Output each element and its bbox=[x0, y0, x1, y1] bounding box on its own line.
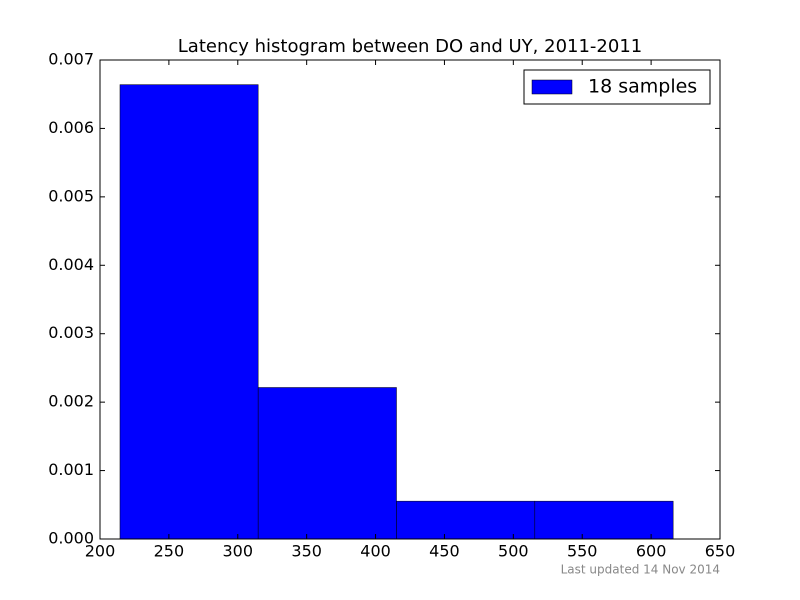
y-tick-label: 0.006 bbox=[48, 118, 94, 137]
x-tick-label: 250 bbox=[154, 542, 185, 561]
y-tick-label: 0.005 bbox=[48, 186, 94, 205]
x-tick-label: 450 bbox=[429, 542, 460, 561]
x-tick-label: 200 bbox=[85, 542, 116, 561]
bar bbox=[119, 84, 259, 540]
bar bbox=[396, 500, 536, 540]
legend-swatch bbox=[531, 79, 573, 95]
x-tick-label: 400 bbox=[360, 542, 391, 561]
y-tick-label: 0.004 bbox=[48, 255, 94, 274]
x-tick-label: 350 bbox=[291, 542, 322, 561]
x-tick-label: 550 bbox=[567, 542, 598, 561]
legend-label: 18 samples bbox=[588, 76, 697, 98]
x-tick-label: 500 bbox=[498, 542, 529, 561]
y-tick-label: 0.007 bbox=[48, 50, 94, 69]
legend-box bbox=[523, 69, 711, 105]
x-tick-label: 600 bbox=[636, 542, 667, 561]
bar bbox=[534, 500, 674, 540]
y-tick-label: 0.002 bbox=[48, 392, 94, 411]
chart-title: Latency histogram between DO and UY, 201… bbox=[178, 36, 642, 57]
footnote: Last updated 14 Nov 2014 bbox=[561, 563, 720, 577]
y-tick-label: 0.003 bbox=[48, 323, 94, 342]
y-tick-label: 0.001 bbox=[48, 460, 94, 479]
x-tick-label: 650 bbox=[705, 542, 736, 561]
y-tick-label: 0.000 bbox=[48, 529, 94, 548]
x-tick-label: 300 bbox=[223, 542, 254, 561]
bar bbox=[257, 387, 397, 540]
plot-frame bbox=[99, 59, 721, 540]
